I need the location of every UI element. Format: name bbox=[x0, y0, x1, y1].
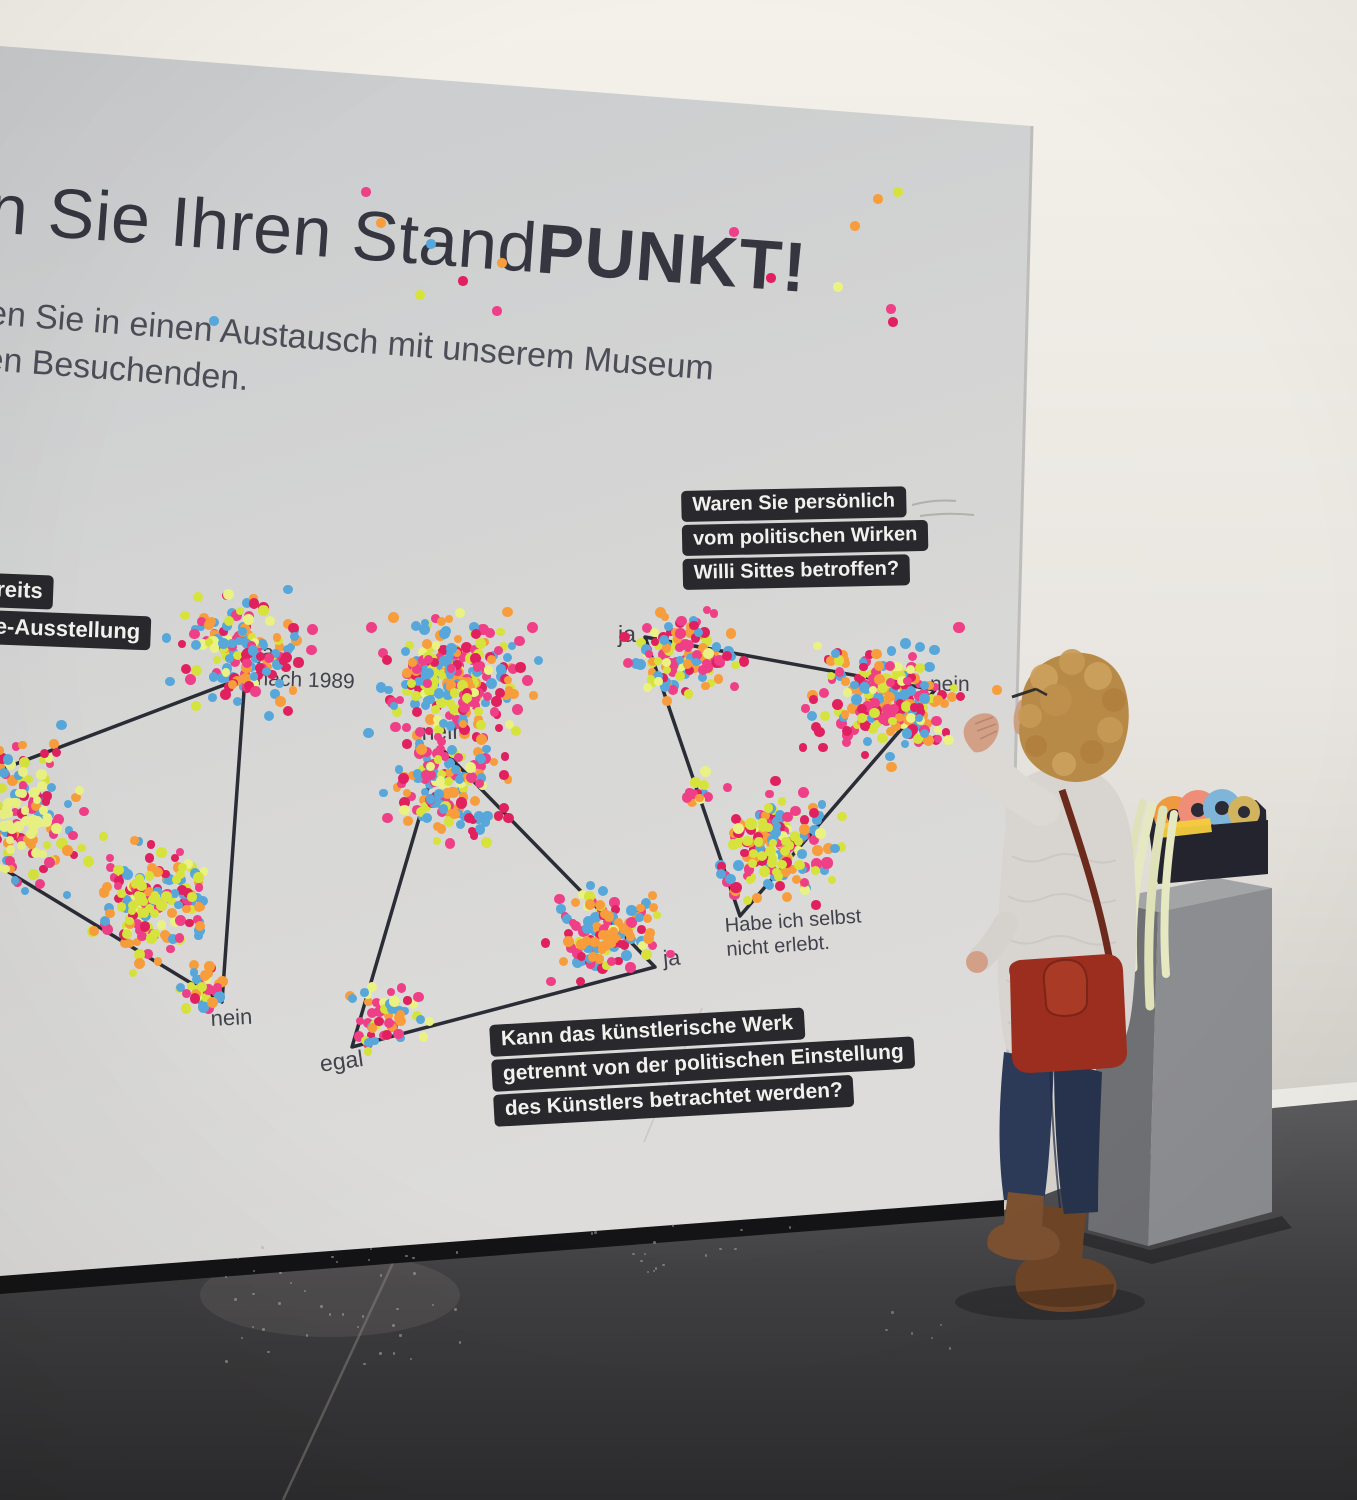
display-wall-panel bbox=[0, 46, 1032, 1278]
left-hand bbox=[966, 951, 988, 973]
jeans-front-leg bbox=[999, 1052, 1054, 1202]
tape-dispenser bbox=[1126, 789, 1268, 1011]
floor-seam bbox=[281, 1251, 400, 1500]
pedestal-shadow bbox=[1072, 1216, 1292, 1264]
glasses bbox=[1011, 687, 1048, 699]
handbag-flap bbox=[1042, 958, 1088, 1018]
person bbox=[956, 649, 1137, 1312]
voting-triangles bbox=[0, 635, 937, 1049]
triangle-1 bbox=[0, 675, 247, 1004]
triangle-2 bbox=[350, 745, 657, 1049]
raised-arm bbox=[956, 732, 1060, 826]
finger-lines bbox=[974, 716, 998, 740]
boot-front bbox=[987, 1192, 1060, 1261]
bag-strap bbox=[1058, 788, 1114, 963]
hair-curls bbox=[1018, 649, 1126, 776]
panel-baseboard bbox=[0, 1200, 1004, 1294]
right-hand bbox=[963, 713, 999, 753]
jeans-back-leg bbox=[1054, 1060, 1102, 1214]
triangle-3 bbox=[643, 635, 937, 918]
floor bbox=[0, 1100, 1357, 1500]
floor-dust-patch bbox=[200, 1253, 460, 1337]
